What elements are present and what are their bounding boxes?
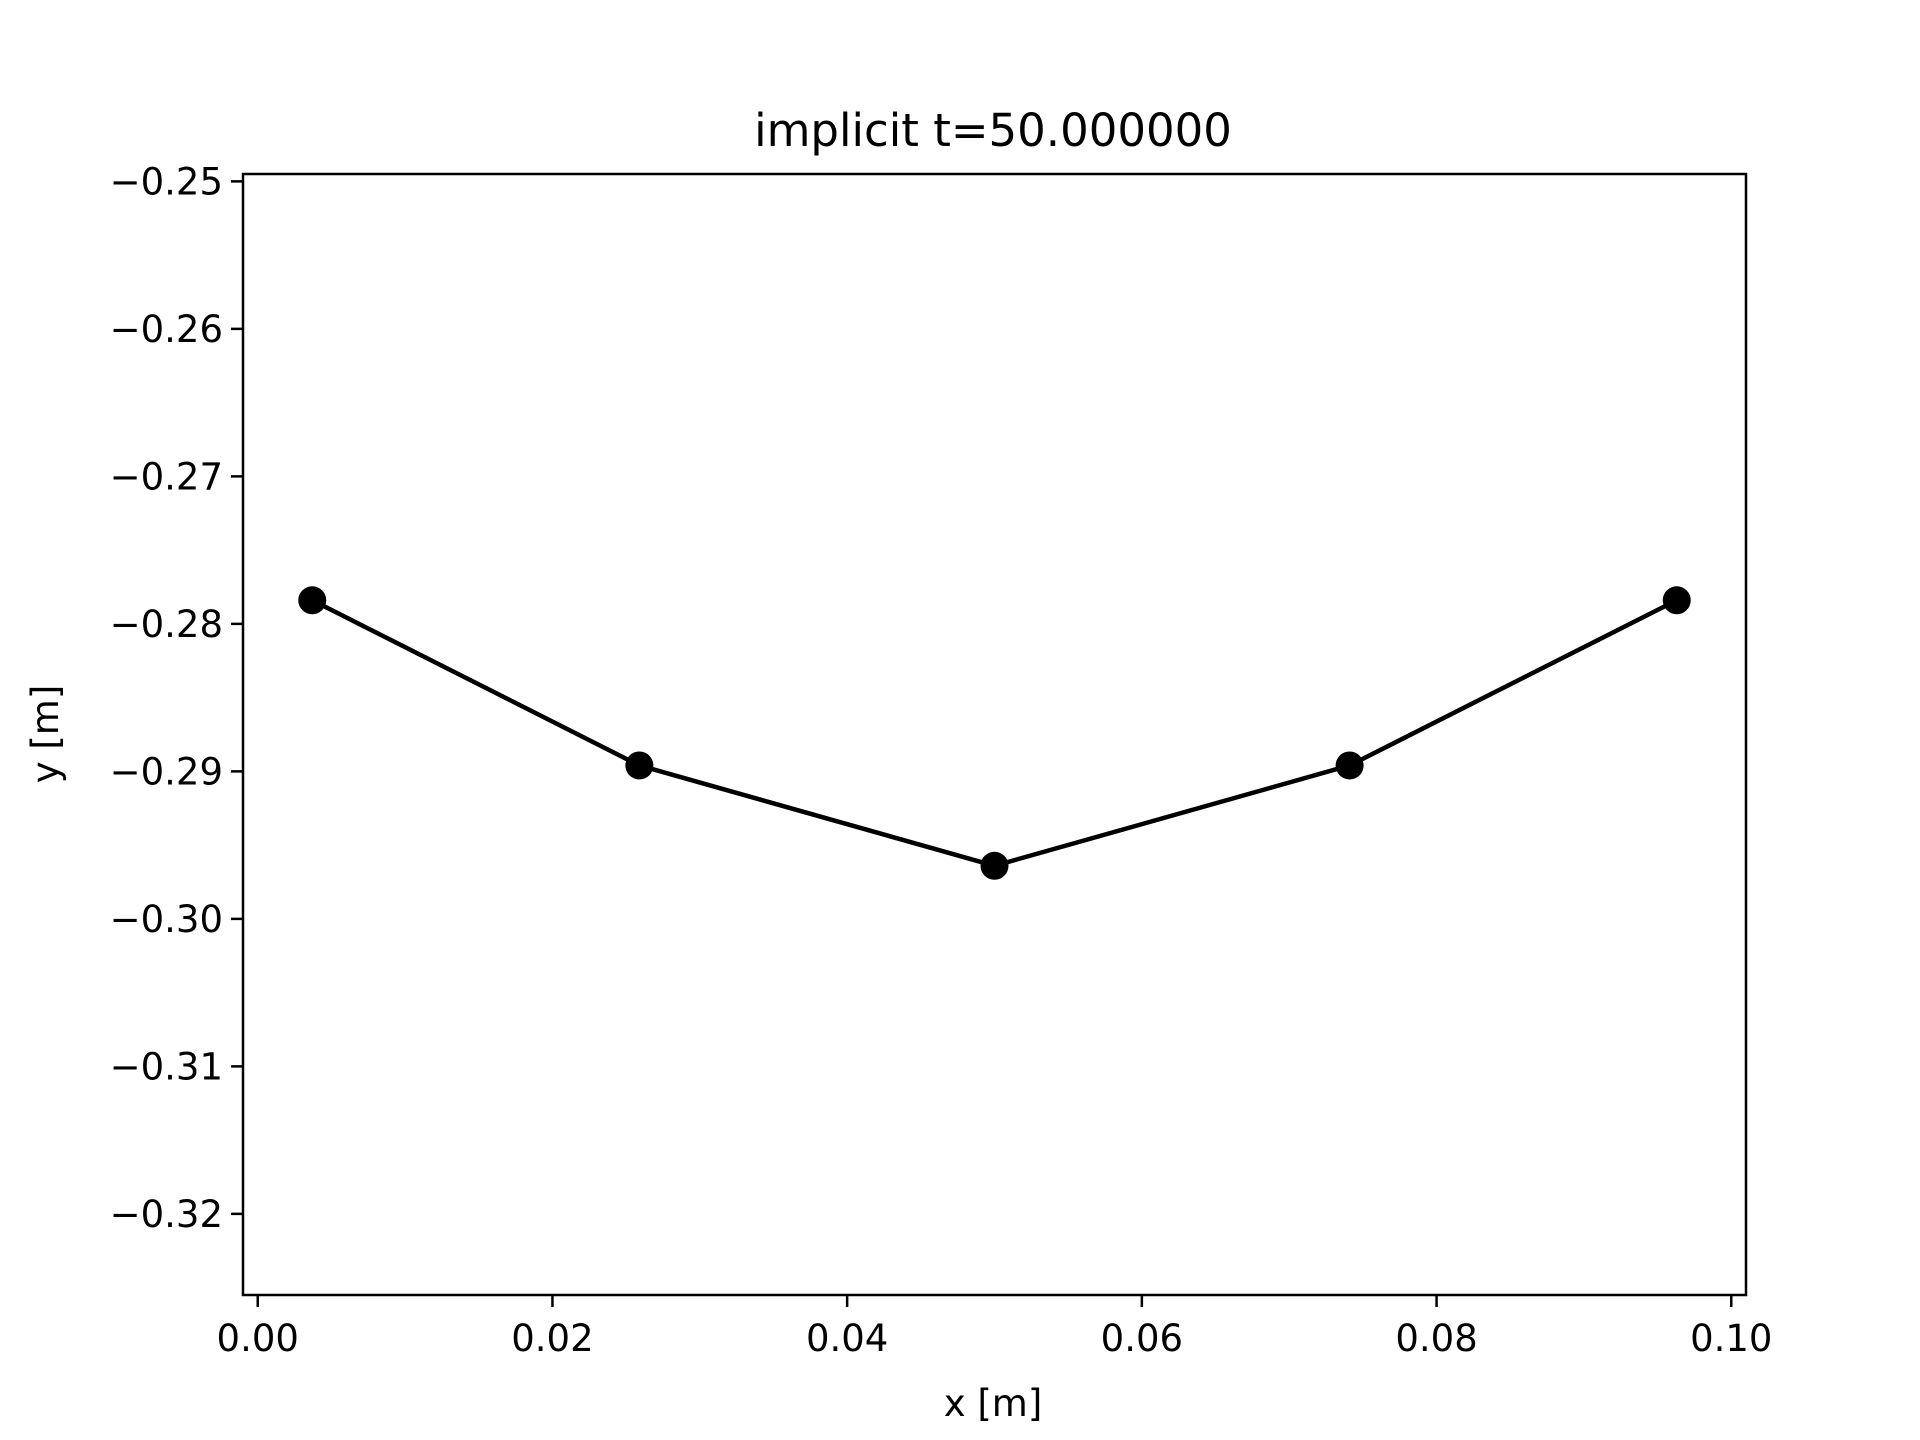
x-tick-label: 0.10 [1690,1317,1772,1360]
y-axis-ticks: −0.25 −0.26 −0.27 −0.28 −0.29 −0.30 −0.31 −0.32 [110,160,243,1236]
x-tick-label: 0.00 [217,1317,299,1360]
y-axis-label: y [m] [24,685,67,784]
axes-frame [241,172,1748,1297]
chart-title: implicit t=50.000000 [754,104,1232,157]
x-tick-label: 0.08 [1395,1317,1477,1360]
y-tick-label: −0.31 [110,1045,223,1088]
x-tick-label: 0.02 [511,1317,593,1360]
data-point [980,851,1009,880]
x-tick-label: 0.06 [1101,1317,1183,1360]
data-point [298,586,327,615]
x-axis-ticks: 0.00 0.02 0.04 0.06 0.08 0.10 [217,1295,1772,1360]
y-tick-label: −0.28 [110,603,223,646]
y-tick-label: −0.29 [110,750,223,793]
y-tick-label: −0.32 [110,1193,223,1236]
x-tick-label: 0.04 [806,1317,888,1360]
data-point [625,751,654,780]
y-tick-label: −0.27 [110,455,223,498]
data-point [1335,751,1364,780]
y-tick-label: −0.26 [110,308,223,351]
data-point [1662,586,1691,615]
y-tick-label: −0.30 [110,898,223,941]
y-tick-label: −0.25 [110,160,223,203]
plot-content [298,586,1691,880]
x-axis-label: x [m] [944,1382,1043,1425]
